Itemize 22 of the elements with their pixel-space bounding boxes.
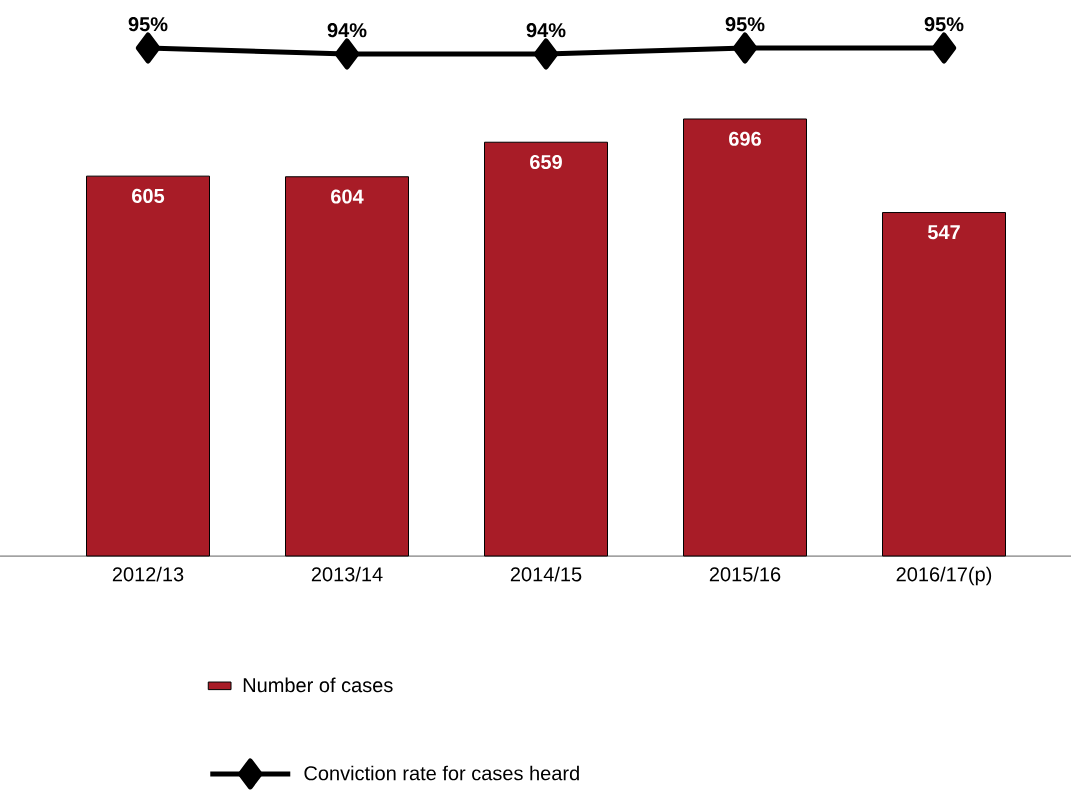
data-label: 604 bbox=[331, 189, 364, 204]
bar bbox=[484, 141, 609, 557]
x-tick-label: 2016/17(p) bbox=[896, 566, 992, 586]
legend-label: Number of cases bbox=[243, 677, 393, 693]
bar bbox=[86, 175, 211, 557]
legend-label: Conviction rate for cases heard bbox=[304, 765, 579, 781]
bar bbox=[683, 118, 808, 557]
data-label: 659 bbox=[530, 154, 562, 170]
data-label: 605 bbox=[132, 188, 165, 203]
x-tick-label: 2012/13 bbox=[112, 566, 184, 582]
x-tick-label: 2014/15 bbox=[510, 566, 582, 582]
bar bbox=[285, 176, 410, 557]
data-label: 94% bbox=[327, 23, 367, 38]
data-label: 696 bbox=[729, 131, 761, 146]
x-tick-label: 2013/14 bbox=[311, 566, 383, 582]
data-label: 547 bbox=[927, 225, 960, 240]
bar bbox=[882, 212, 1007, 557]
data-label: 95% bbox=[128, 17, 168, 32]
data-label: 95% bbox=[725, 17, 765, 32]
x-tick-label: 2015/16 bbox=[709, 566, 781, 582]
data-label: 94% bbox=[526, 23, 566, 38]
data-label: 95% bbox=[924, 17, 964, 32]
